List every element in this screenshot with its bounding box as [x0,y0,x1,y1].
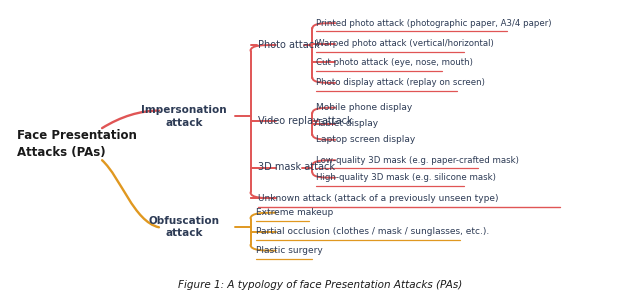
Text: Obfuscation
attack: Obfuscation attack [148,216,220,239]
Text: Tablet display: Tablet display [316,119,378,128]
Text: Plastic surgery: Plastic surgery [255,246,323,255]
Text: Impersonation
attack: Impersonation attack [141,105,227,128]
Text: Mobile phone display: Mobile phone display [316,103,412,112]
Text: Video replay attack: Video replay attack [258,116,353,126]
Text: Photo display attack (replay on screen): Photo display attack (replay on screen) [316,78,485,87]
Text: Warped photo attack (vertical/horizontal): Warped photo attack (vertical/horizontal… [316,39,494,48]
Text: Unknown attack (attack of a previously unseen type): Unknown attack (attack of a previously u… [258,194,499,202]
Text: Printed photo attack (photographic paper, A3/4 paper): Printed photo attack (photographic paper… [316,19,552,28]
Text: Face Presentation
Attacks (PAs): Face Presentation Attacks (PAs) [17,129,137,159]
Text: Cut photo attack (eye, nose, mouth): Cut photo attack (eye, nose, mouth) [316,58,473,67]
Text: 3D mask attack: 3D mask attack [258,163,335,172]
Text: Laptop screen display: Laptop screen display [316,135,415,144]
Text: Figure 1: A typology of face Presentation Attacks (PAs): Figure 1: A typology of face Presentatio… [178,280,462,290]
Text: Partial occlusion (clothes / mask / sunglasses, etc.).: Partial occlusion (clothes / mask / sung… [255,227,489,236]
Text: High-quality 3D mask (e.g. silicone mask): High-quality 3D mask (e.g. silicone mask… [316,173,496,182]
Text: Photo attack: Photo attack [258,40,320,50]
Text: Extreme makeup: Extreme makeup [255,208,333,217]
Text: Low-quality 3D mask (e.g. paper-crafted mask): Low-quality 3D mask (e.g. paper-crafted … [316,156,519,165]
